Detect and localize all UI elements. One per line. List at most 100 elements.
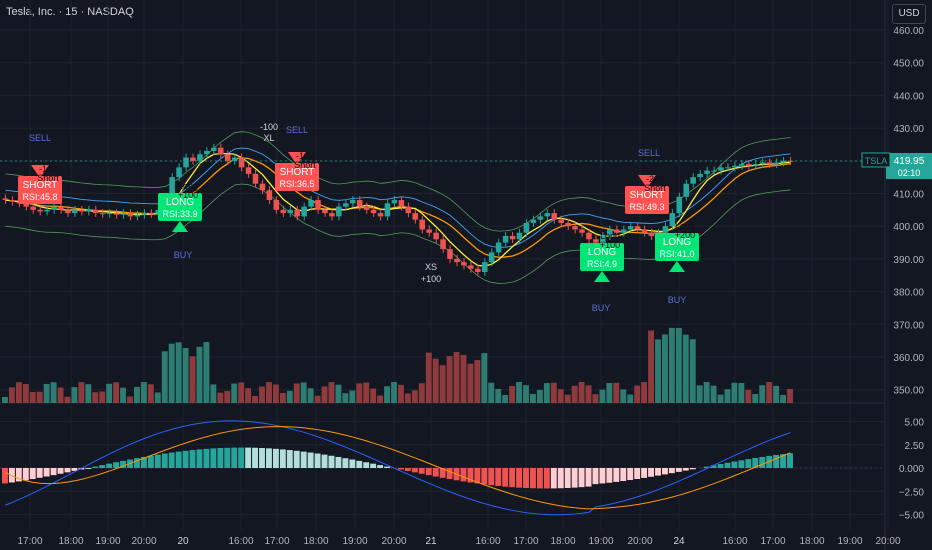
candle-body: [9, 200, 16, 202]
volume-bar: [432, 358, 439, 403]
signal-label: SHORT: [23, 180, 58, 191]
macd-histogram-bar: [210, 448, 217, 468]
volume-bar: [196, 346, 203, 403]
macd-histogram-bar: [300, 451, 307, 468]
signal-rsi: RSI:41.0: [659, 249, 694, 259]
time-tick-label: 16:00: [475, 536, 500, 547]
mid-band-line: [5, 147, 791, 248]
signal-action: +100: [600, 240, 620, 250]
macd-histogram-bar: [682, 468, 689, 471]
macd-histogram-bar: [231, 447, 238, 468]
candle-body: [468, 265, 474, 269]
volume-bar: [272, 384, 279, 403]
symbol-tag: [861, 152, 891, 168]
volume-bar: [266, 382, 272, 403]
signal-qty: Long: [675, 221, 695, 231]
candle-body: [384, 203, 391, 217]
candle-body: [669, 213, 676, 227]
macd-histogram-bar: [523, 468, 529, 489]
annotation-label: SELL: [286, 125, 308, 135]
signal-box: [625, 186, 669, 214]
candle-body: [600, 236, 606, 243]
candle-body: [593, 239, 599, 243]
volume-bar: [446, 356, 453, 403]
volume-bar: [140, 382, 147, 403]
volume-bar: [300, 382, 307, 403]
ema-slow-line: [5, 157, 791, 258]
volume-bar: [710, 385, 717, 403]
volume-bar: [724, 389, 731, 403]
macd-histogram-bar: [307, 452, 314, 468]
candle-body: [759, 162, 766, 165]
candle-body: [475, 268, 481, 272]
candle-body: [363, 206, 370, 210]
volume-bar: [120, 387, 127, 403]
macd-histogram-bar: [50, 468, 57, 476]
macd-histogram-bar: [460, 468, 467, 482]
sell-arrow: [638, 175, 656, 188]
candle-body: [718, 167, 724, 171]
volume-bar: [182, 347, 189, 403]
macd-histogram-bar: [564, 468, 571, 488]
signal-qty: -100: [296, 151, 314, 161]
volume-bar: [78, 382, 85, 403]
macd-histogram-bar: [634, 468, 641, 480]
candle-body: [627, 226, 634, 230]
macd-histogram-bar: [342, 458, 349, 468]
candle-body: [704, 170, 710, 174]
annotation-label: XL: [263, 133, 274, 143]
candle-body: [2, 198, 9, 201]
time-tick-label: 17:00: [513, 536, 538, 547]
volume-bar: [349, 390, 356, 403]
candle-body: [370, 209, 377, 214]
macd-histogram-bar: [543, 468, 550, 489]
candle-body: [433, 232, 439, 240]
macd-histogram-bar: [773, 454, 780, 468]
volume-bar: [43, 383, 50, 403]
macd-histogram-bar: [641, 468, 648, 478]
candle-body: [745, 164, 752, 166]
price-tick-label: 350.00: [893, 386, 924, 397]
macd-histogram-bar: [189, 450, 196, 468]
price-tick-label: 460.00: [893, 26, 924, 37]
candle-body: [683, 183, 689, 197]
volume-bar: [787, 389, 793, 403]
macd-histogram-bar: [620, 468, 627, 481]
signal-box: [158, 193, 202, 221]
time-tick-label: 20:00: [875, 536, 900, 547]
candle-body: [322, 209, 328, 214]
time-tick-label: 17:00: [264, 536, 289, 547]
candle-body: [106, 213, 113, 215]
candle-body: [481, 262, 488, 272]
candle-body: [141, 213, 148, 215]
volume-bar: [453, 352, 460, 403]
volume-bar: [245, 388, 252, 403]
macd-histogram-bar: [592, 468, 599, 485]
volume-bar: [404, 393, 411, 403]
macd-histogram-bar: [252, 447, 259, 468]
macd-histogram-bar: [738, 460, 745, 468]
macd-histogram-bar: [731, 461, 738, 468]
volume-bar: [321, 386, 328, 403]
candle-body: [190, 157, 196, 161]
candle-body: [697, 173, 703, 178]
volume-bar: [8, 387, 15, 403]
candle-body: [273, 200, 280, 210]
candle-body: [79, 209, 85, 212]
candle-body: [558, 219, 564, 223]
candle-body: [238, 157, 245, 168]
volume-bar: [780, 394, 787, 403]
last-price-tag: [886, 152, 932, 179]
volume-bar: [370, 388, 377, 403]
macd-histogram-bar: [15, 468, 22, 482]
currency-button[interactable]: USD: [892, 4, 926, 24]
candle-body: [711, 170, 717, 172]
time-tick-label: 18:00: [303, 536, 328, 547]
candle-body: [551, 213, 557, 220]
macd-histogram-bar: [168, 452, 175, 468]
signal-label: SHORT: [630, 190, 665, 201]
candle-body: [426, 229, 432, 233]
ema-fast-line: [5, 152, 791, 267]
volume-bar: [99, 391, 106, 403]
candle-body: [523, 222, 530, 233]
